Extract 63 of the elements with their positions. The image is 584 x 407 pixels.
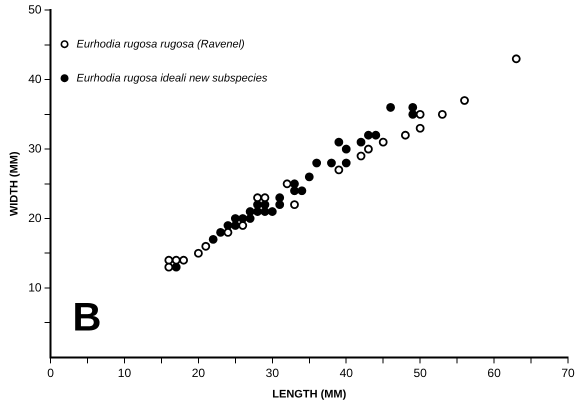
point [356, 138, 366, 147]
x-tick-label: 0 [47, 366, 54, 380]
point [208, 234, 218, 244]
y-tick-label: 30 [28, 141, 42, 156]
legend-label: Eurhodia rugosa ideali new subspecies [76, 72, 268, 84]
x-axis-title: LENGTH (MM) [272, 388, 347, 400]
point [460, 96, 469, 105]
x-tick-label: 60 [487, 366, 502, 380]
point [260, 207, 270, 216]
point [386, 103, 395, 112]
point [297, 186, 306, 196]
legend-label: Eurhodia rugosa rugosa (Ravenel) [76, 38, 246, 50]
point [334, 138, 344, 147]
point [400, 130, 410, 140]
x-tick-label: 10 [118, 366, 132, 380]
point [194, 248, 203, 258]
point [172, 256, 181, 265]
y-tick-label: 40 [28, 72, 42, 86]
point [238, 221, 248, 230]
point [216, 228, 225, 237]
point [312, 158, 322, 168]
x-tick-label: 50 [413, 366, 428, 380]
y-tick-label: 10 [28, 280, 42, 294]
point [378, 138, 388, 147]
point [334, 166, 344, 174]
point [342, 158, 351, 168]
annotation: B [72, 295, 102, 340]
point [246, 214, 255, 223]
x-tick-label: 30 [266, 366, 280, 380]
point [179, 256, 188, 265]
x-tick-label: 70 [561, 366, 575, 380]
point [164, 262, 174, 272]
point [356, 152, 366, 160]
point [290, 186, 299, 196]
point [201, 242, 210, 251]
point [408, 103, 418, 112]
point [371, 130, 380, 140]
point [268, 207, 277, 216]
point [304, 172, 314, 182]
y-tick-label: 50 [28, 2, 42, 17]
x-tick-label: 40 [340, 366, 354, 380]
x-tick-label: 20 [192, 366, 206, 380]
y-axis-title: WIDTH (MM) [8, 151, 21, 216]
point [364, 130, 373, 140]
point [327, 158, 336, 168]
point [290, 200, 299, 210]
point [275, 200, 284, 210]
point [416, 124, 425, 133]
point [253, 207, 262, 216]
point [364, 144, 373, 154]
point [224, 228, 232, 237]
point [275, 193, 284, 202]
point [342, 144, 351, 154]
point [253, 193, 262, 202]
point [512, 54, 521, 64]
point [408, 110, 418, 119]
point [438, 110, 447, 119]
y-tick-label: 20 [28, 210, 42, 225]
point [260, 193, 270, 202]
point [246, 207, 255, 216]
point [416, 110, 425, 119]
point [230, 221, 240, 230]
point [282, 179, 292, 188]
